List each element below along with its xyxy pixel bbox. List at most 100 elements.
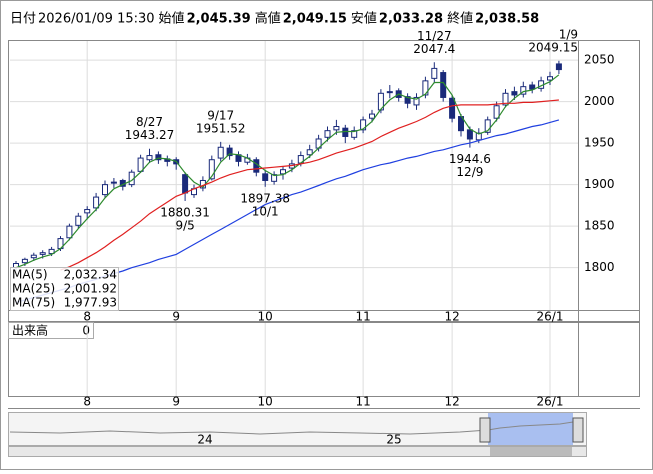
candle-body: [21, 258, 28, 264]
annotation-date: 9/17: [207, 108, 234, 122]
y-tick-label: 2000: [584, 94, 615, 108]
navigator-handle[interactable]: [572, 417, 584, 443]
candle-body: [48, 248, 55, 255]
header-label: 終値: [447, 11, 473, 27]
header-label: 始値: [159, 11, 185, 27]
candle-body: [342, 127, 349, 137]
legend-name: MA(75): [12, 296, 55, 310]
annotation-value: 1880.31: [160, 205, 210, 219]
candle-body: [102, 184, 108, 196]
candle-body: [182, 174, 189, 194]
candle-body: [280, 169, 286, 175]
x-tick-label: 12: [444, 310, 459, 324]
candle-body: [511, 91, 518, 96]
candle-body: [262, 173, 269, 181]
x-tick-label: 26/1: [537, 310, 564, 324]
legend-name: MA(25): [12, 282, 55, 296]
candle-body: [547, 76, 553, 81]
annotation-date: 10/1: [252, 204, 279, 218]
x-tick-label: 12: [444, 395, 459, 409]
y-tick-label: 1800: [584, 260, 615, 274]
legend-value: 2,032.34: [64, 268, 117, 282]
navigator-window[interactable]: [488, 413, 573, 445]
annotation-value: 1951.52: [196, 121, 246, 135]
x-tick-label: 8: [83, 310, 91, 324]
legend-value: 2,001.92: [64, 282, 117, 296]
candle-body: [84, 209, 91, 214]
annotation-value: 1944.6: [449, 152, 491, 166]
ma-line: [60, 99, 559, 271]
annotation-value: 1943.27: [125, 128, 175, 142]
navigator-label: 25: [386, 433, 401, 447]
volume-label-box: [8, 322, 94, 339]
header-value: 2026/01/09 15:30: [38, 12, 155, 27]
x-tick-label: 11: [355, 395, 370, 409]
y-tick-label: 1950: [584, 136, 615, 150]
candle-body: [431, 67, 438, 79]
header-label: 安値: [351, 11, 377, 27]
annotation-value: 1897.38: [240, 191, 290, 205]
candle-body: [502, 92, 509, 106]
candle-body: [413, 96, 420, 106]
annotation-value: 2049.15: [528, 40, 578, 54]
x-tick-label: 9: [172, 310, 180, 324]
candle-body: [484, 119, 491, 133]
candle-body: [555, 63, 562, 71]
navigator-line: [9, 421, 574, 435]
candle-body: [520, 86, 527, 95]
scrollbar[interactable]: [8, 446, 587, 457]
y-tick-label: 1850: [584, 219, 615, 233]
legend-box: [10, 267, 119, 311]
candle-body: [369, 113, 375, 119]
candle-body: [333, 126, 340, 131]
annotation-value: 2047.4: [413, 42, 455, 56]
candle-body: [93, 196, 100, 209]
header-label: 日付: [10, 12, 36, 27]
candle-body: [75, 215, 82, 226]
y-tick-label: 2050: [584, 53, 615, 67]
candle-body: [404, 96, 411, 104]
navigator-handle[interactable]: [479, 417, 491, 443]
candle-body: [493, 105, 500, 119]
y-tick-label: 1900: [584, 177, 615, 191]
legend-value: 1,977.93: [64, 296, 117, 310]
candle-body: [253, 159, 260, 173]
candle-body: [271, 174, 278, 182]
x-tick-label: 10: [258, 395, 273, 409]
legend-name: MA(5): [12, 268, 48, 282]
x-tick-label: 9: [172, 395, 180, 409]
candle-body: [30, 254, 37, 259]
candle-body: [529, 84, 536, 90]
annotation-date: 8/27: [136, 115, 163, 129]
header-value: 2,033.28: [379, 12, 443, 27]
volume-panel: [8, 322, 640, 397]
candle-body: [66, 225, 73, 239]
scrollbar-thumb[interactable]: [490, 447, 572, 456]
candle-body: [351, 130, 358, 138]
header-label: 高値: [255, 11, 281, 27]
candle-body: [146, 155, 153, 161]
candle-body: [39, 252, 46, 255]
annotation-date: 9/5: [175, 218, 194, 232]
candle-body: [217, 146, 224, 159]
x-tick-label: 26/1: [537, 395, 564, 409]
candle-body: [466, 129, 473, 140]
x-tick-label: 10: [258, 310, 273, 324]
annotation-date: 1/9: [559, 27, 578, 41]
candle-body: [306, 149, 313, 156]
candle-body: [208, 159, 215, 180]
header-value: 2,045.39: [187, 12, 251, 27]
candle-body: [475, 132, 482, 141]
candle-body: [324, 130, 331, 138]
annotation-date: 12/9: [456, 165, 483, 179]
candle-body: [386, 91, 393, 94]
header-value: 2,038.58: [475, 12, 539, 27]
volume-value: 0: [82, 324, 90, 338]
volume-label: 出来高: [12, 323, 48, 338]
header-value: 2,049.15: [283, 12, 347, 27]
ma-line: [15, 74, 560, 269]
candle-body: [110, 181, 117, 184]
candle-body: [226, 147, 233, 157]
